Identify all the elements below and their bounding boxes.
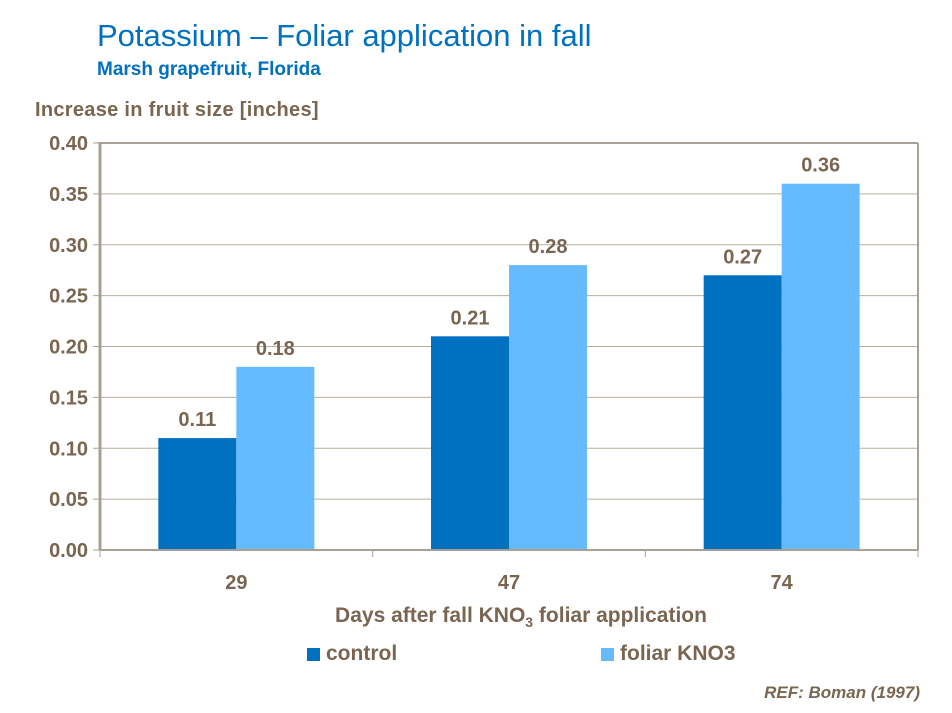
bar-control-29 <box>158 438 237 550</box>
y-tick-label: 0.40 <box>49 133 88 155</box>
data-label: 0.27 <box>723 246 762 268</box>
y-tick-label: 0.20 <box>49 337 88 359</box>
bar-control-74 <box>703 275 782 550</box>
bar-foliar-kno3-29 <box>236 366 315 550</box>
legend-item-control: control <box>307 642 397 666</box>
y-tick-label: 0.25 <box>49 286 88 308</box>
y-axis-label: Increase in fruit size [inches] <box>35 99 319 121</box>
y-tick-label: 0.35 <box>49 184 88 206</box>
chart-title: Potassium – Foliar application in fall <box>97 18 592 53</box>
x-tick-label: 74 <box>771 572 794 594</box>
x-axis-label: Days after fall KNO3 foliar application <box>0 604 952 630</box>
legend-item-foliar: foliar KNO3 <box>601 642 736 666</box>
x-tick-label: 47 <box>498 572 520 594</box>
legend-swatch <box>601 647 614 661</box>
x-tick-label: 29 <box>225 572 247 594</box>
y-tick-label: 0.05 <box>49 489 88 511</box>
data-label: 0.11 <box>178 409 216 431</box>
bar-control-47 <box>431 336 509 550</box>
y-tick-label: 0.10 <box>49 438 88 460</box>
y-tick-label: 0.15 <box>49 387 88 409</box>
bar-chart: 0.00 0.05 0.10 0.15 0.20 0.25 0.30 0.35 0.40 0.11… <box>49 133 919 594</box>
chart-subtitle: Marsh grapefruit, Florida <box>97 59 321 80</box>
data-label: 0.18 <box>256 338 295 360</box>
legend-label: foliar KNO3 <box>620 642 736 665</box>
data-label: 0.21 <box>451 307 490 329</box>
data-label: 0.36 <box>801 155 840 177</box>
x-label-subscript: 3 <box>525 614 534 631</box>
data-label: 0.28 <box>529 236 568 258</box>
bar-foliar-kno3-74 <box>781 183 860 550</box>
x-label-main: Days after fall KNO <box>335 604 526 627</box>
bar-foliar-kno3-47 <box>509 265 587 550</box>
legend-swatch <box>307 647 320 661</box>
y-tick-label: 0.30 <box>49 235 88 257</box>
reference-note: REF: Boman (1997) <box>764 683 920 702</box>
y-tick-label: 0.00 <box>49 540 88 562</box>
legend-label: control <box>326 642 398 665</box>
x-label-rest: foliar application <box>533 604 707 627</box>
